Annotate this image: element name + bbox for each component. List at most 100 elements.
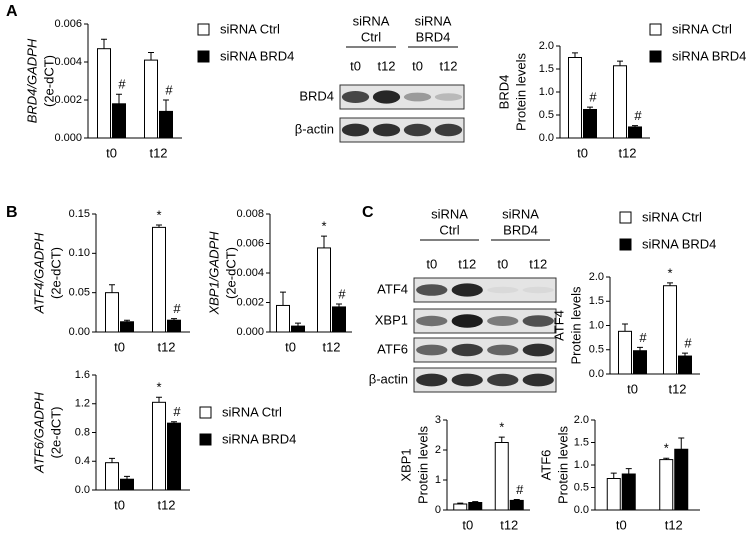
blot-band [434, 93, 463, 101]
bar [152, 226, 166, 333]
significance-mark: # [165, 82, 173, 97]
blot-group-label: siRNA [353, 13, 390, 28]
y-tick-label: 0.000 [54, 132, 82, 144]
bar [317, 247, 331, 333]
x-tick-label: t12 [500, 517, 518, 532]
y-tick-label: 0.0 [539, 132, 554, 144]
lane-label: t12 [458, 256, 476, 271]
error-bar [572, 52, 578, 58]
significance-mark: # [516, 482, 524, 497]
y-axis-label: BRD4 [496, 75, 511, 110]
y-axis-label: (2e-dCT) [48, 406, 63, 458]
error-bar [682, 352, 688, 357]
blot-band [403, 92, 432, 102]
error-bar [321, 235, 327, 248]
y-tick-label: 2 [435, 444, 441, 456]
y-tick-label: 0.002 [54, 94, 82, 106]
y-tick-label: 0.008 [236, 208, 264, 220]
bar [663, 285, 677, 375]
y-tick-label: 0 [435, 504, 441, 516]
blot-band [434, 123, 463, 137]
y-tick-label: 0.4 [75, 455, 90, 467]
error-bar [124, 319, 130, 322]
error-bar [156, 224, 162, 228]
error-bar [472, 501, 479, 503]
y-axis-label: XBP1 [398, 448, 413, 481]
x-tick-label: t12 [668, 381, 686, 396]
y-tick-label: 1.5 [539, 63, 554, 75]
bar [678, 355, 692, 375]
y-axis-label: Protein levels [555, 425, 570, 504]
significance-mark: # [639, 330, 647, 345]
blot-band [487, 286, 519, 294]
y-tick-label: 1 [435, 474, 441, 486]
lane-label: t12 [377, 58, 395, 73]
error-bar [156, 396, 162, 403]
y-tick-label: 0.006 [236, 237, 264, 249]
y-tick-label: 0.004 [236, 267, 264, 279]
error-bar [498, 436, 505, 443]
bar [105, 292, 119, 333]
significance-mark: * [321, 219, 326, 234]
error-bar [171, 421, 177, 424]
blot-band [451, 314, 483, 328]
y-tick-label: 0.10 [69, 247, 90, 259]
y-tick-label: 0.0 [75, 484, 90, 496]
x-tick-label: t12 [618, 145, 636, 160]
bar [621, 473, 636, 511]
y-tick-label: 1.0 [539, 86, 554, 98]
x-tick-label: t12 [665, 517, 683, 532]
y-tick-label: 2.0 [539, 40, 554, 52]
bar [159, 110, 173, 139]
blot-band [522, 286, 554, 294]
significance-mark: # [634, 108, 642, 123]
y-tick-label: 1.5 [574, 436, 589, 448]
bar [568, 57, 582, 139]
blot-band [416, 344, 448, 356]
y-tick-label: 0.05 [69, 287, 90, 299]
error-bar [457, 502, 464, 504]
y-axis-label: Protein levels [568, 286, 583, 365]
y-tick-label: 1.2 [75, 398, 90, 410]
error-bar [622, 323, 628, 332]
y-axis-label: Protein levels [513, 52, 528, 131]
error-bar [124, 475, 130, 480]
significance-mark: * [499, 420, 504, 435]
blot-row-label: BRD4 [299, 88, 334, 103]
x-tick-label: t12 [157, 339, 175, 354]
y-tick-label: 2.0 [574, 414, 589, 426]
error-bar [663, 457, 670, 460]
x-tick-label: t0 [577, 145, 588, 160]
x-tick-label: t0 [106, 145, 117, 160]
bar [583, 108, 597, 139]
legend-label: siRNA BRD4 [672, 48, 746, 63]
lane-label: t12 [439, 58, 457, 73]
y-axis-label: ATF6 [538, 450, 553, 481]
blot-band [341, 91, 370, 103]
blot-band [451, 343, 483, 357]
bar [167, 422, 181, 491]
blot-row-label: ATF6 [377, 341, 408, 356]
significance-mark: * [667, 265, 672, 280]
lane-label: t12 [529, 256, 547, 271]
error-bar [617, 60, 623, 66]
bar [332, 306, 346, 333]
y-axis-label: (2e-dCT) [48, 247, 63, 299]
lane-label: t0 [412, 58, 423, 73]
error-bar [513, 499, 520, 501]
significance-mark: # [338, 286, 346, 301]
bar [152, 401, 166, 491]
blot-row-label: β-actin [295, 121, 334, 136]
bar [618, 330, 632, 375]
significance-mark: # [173, 301, 181, 316]
y-tick-label: 0.00 [69, 326, 90, 338]
significance-mark: # [173, 404, 181, 419]
y-axis-label: Protein levels [415, 425, 430, 504]
legend-label: siRNA BRD4 [642, 236, 716, 251]
y-tick-label: 0.15 [69, 208, 90, 220]
bar [276, 304, 290, 333]
bar [659, 459, 674, 511]
y-tick-label: 1.6 [75, 369, 90, 381]
bar [628, 126, 642, 139]
y-tick-label: 0.0 [574, 504, 589, 516]
